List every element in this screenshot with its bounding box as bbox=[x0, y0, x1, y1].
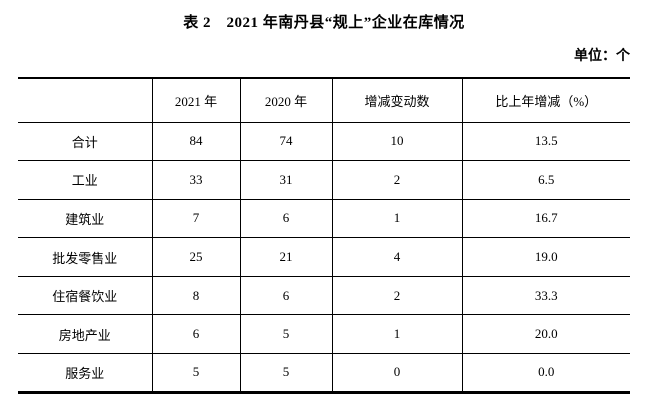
cell-2021: 33 bbox=[151, 160, 241, 200]
cell-pct: 20.0 bbox=[461, 314, 630, 355]
cell-2020: 5 bbox=[239, 314, 333, 355]
cell-change: 1 bbox=[331, 198, 463, 239]
cell-change: 1 bbox=[331, 314, 463, 355]
cell-change: 4 bbox=[331, 237, 463, 277]
cell-2020: 31 bbox=[239, 160, 333, 200]
cell-pct: 13.5 bbox=[461, 121, 630, 162]
cell-2021: 25 bbox=[151, 237, 241, 277]
cell-2020: 6 bbox=[239, 198, 333, 239]
cell-2020: 74 bbox=[239, 121, 333, 162]
cell-change: 2 bbox=[331, 160, 463, 200]
cell-pct: 6.5 bbox=[461, 160, 630, 200]
cell-2021: 7 bbox=[151, 198, 241, 239]
cell-change: 0 bbox=[331, 353, 463, 393]
column-header-pct: 比上年增减（%） bbox=[461, 77, 630, 123]
column-header-category bbox=[18, 77, 153, 123]
column-header-change: 增减变动数 bbox=[331, 77, 463, 123]
cell-2020: 21 bbox=[239, 237, 333, 277]
cell-2021: 5 bbox=[151, 353, 241, 393]
cell-2020: 6 bbox=[239, 275, 333, 316]
enterprise-stats-table: 2021 年 2020 年 增减变动数 比上年增减（%） 合计 84 74 10… bbox=[18, 77, 630, 394]
cell-pct: 19.0 bbox=[461, 237, 630, 277]
table-header-row: 2021 年 2020 年 增减变动数 比上年增减（%） bbox=[18, 77, 630, 123]
table-row-wholesale-retail: 批发零售业 25 21 4 19.0 bbox=[18, 237, 630, 277]
cell-change: 10 bbox=[331, 121, 463, 162]
cell-category: 房地产业 bbox=[18, 314, 153, 355]
table-row-construction: 建筑业 7 6 1 16.7 bbox=[18, 198, 630, 239]
cell-pct: 33.3 bbox=[461, 275, 630, 316]
cell-2021: 8 bbox=[151, 275, 241, 316]
cell-category: 工业 bbox=[18, 160, 153, 200]
table-row-total: 合计 84 74 10 13.5 bbox=[18, 121, 630, 162]
cell-2021: 84 bbox=[151, 121, 241, 162]
cell-category: 住宿餐饮业 bbox=[18, 275, 153, 316]
cell-pct: 16.7 bbox=[461, 198, 630, 239]
cell-pct: 0.0 bbox=[461, 353, 630, 393]
cell-category: 批发零售业 bbox=[18, 237, 153, 277]
cell-category: 服务业 bbox=[18, 353, 153, 393]
table-row-services: 服务业 5 5 0 0.0 bbox=[18, 353, 630, 393]
column-header-2021: 2021 年 bbox=[151, 77, 241, 123]
column-header-2020: 2020 年 bbox=[239, 77, 333, 123]
cell-category: 建筑业 bbox=[18, 198, 153, 239]
cell-2021: 6 bbox=[151, 314, 241, 355]
unit-label: 单位：个 bbox=[574, 49, 630, 64]
cell-change: 2 bbox=[331, 275, 463, 316]
table-row-real-estate: 房地产业 6 5 1 20.0 bbox=[18, 314, 630, 355]
page-title: 表 2 2021 年南丹县“规上”企业在库情况 bbox=[183, 15, 465, 31]
table-row-accommodation-catering: 住宿餐饮业 8 6 2 33.3 bbox=[18, 275, 630, 316]
cell-2020: 5 bbox=[239, 353, 333, 393]
cell-category: 合计 bbox=[18, 121, 153, 162]
table-row-industry: 工业 33 31 2 6.5 bbox=[18, 160, 630, 200]
